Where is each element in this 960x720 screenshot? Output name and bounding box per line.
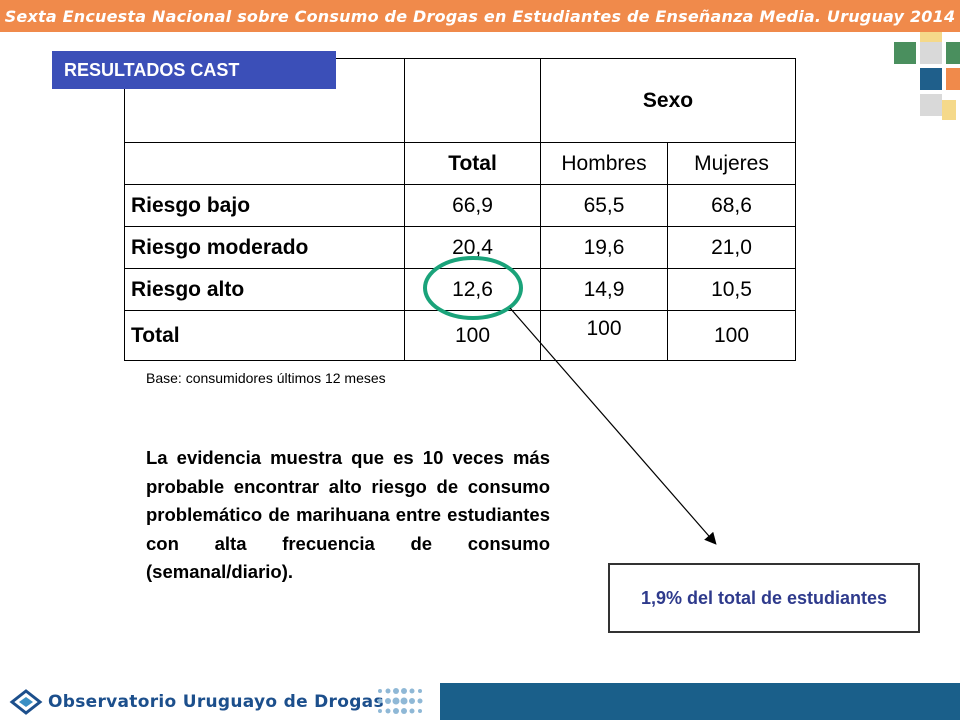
cell-total: 20,4 bbox=[404, 226, 541, 269]
cell-total-highlighted: 12,6 bbox=[404, 268, 541, 311]
top-banner: Sexta Encuesta Nacional sobre Consumo de… bbox=[0, 0, 960, 32]
table-header-row: Sexo bbox=[124, 58, 796, 143]
cell-total: 66,9 bbox=[404, 184, 541, 227]
callout-text: 1,9% del total de estudiantes bbox=[640, 588, 888, 608]
table-row: Riesgo alto 12,6 14,9 10,5 bbox=[124, 268, 796, 311]
cell-mujeres: 68,6 bbox=[667, 184, 796, 227]
table-column-row: Total Hombres Mujeres bbox=[124, 142, 796, 185]
column-header-mujeres: Mujeres bbox=[667, 142, 796, 185]
row-label: Riesgo bajo bbox=[124, 184, 405, 227]
footer-logo-area: Observatorio Uruguayo de Drogas bbox=[0, 683, 440, 720]
column-header-total: Total bbox=[404, 142, 541, 185]
cell-hombres: 14,9 bbox=[540, 268, 668, 311]
cell-mujeres: 100 bbox=[667, 310, 796, 361]
cell-hombres: 19,6 bbox=[540, 226, 668, 269]
callout-box: 1,9% del total de estudiantes bbox=[608, 563, 920, 633]
cell-total: 100 bbox=[404, 310, 541, 361]
banner-title: Sexta Encuesta Nacional sobre Consumo de… bbox=[4, 6, 956, 26]
empty-label-cell bbox=[124, 142, 405, 185]
section-badge-label: RESULTADOS CAST bbox=[64, 59, 240, 80]
cell-hombres: 65,5 bbox=[540, 184, 668, 227]
row-label: Riesgo alto bbox=[124, 268, 405, 311]
evidence-paragraph: La evidencia muestra que es 10 veces más… bbox=[146, 447, 550, 582]
empty-header-cell bbox=[404, 58, 541, 143]
footer-organization-name: Observatorio Uruguayo de Drogas bbox=[48, 691, 384, 712]
row-label: Riesgo moderado bbox=[124, 226, 405, 269]
dots-pattern-icon bbox=[377, 688, 423, 714]
table-row: Riesgo bajo 66,9 65,5 68,6 bbox=[124, 184, 796, 227]
cell-mujeres: 21,0 bbox=[667, 226, 796, 269]
section-badge: RESULTADOS CAST bbox=[52, 51, 336, 89]
row-label: Total bbox=[124, 310, 405, 361]
footer-bar: Observatorio Uruguayo de Drogas bbox=[0, 683, 960, 720]
observatorio-logo-icon bbox=[9, 689, 43, 715]
table-row-total: Total 100 100 100 bbox=[124, 310, 796, 361]
table-row: Riesgo moderado 20,4 19,6 21,0 bbox=[124, 226, 796, 269]
base-note: Base: consumidores últimos 12 meses bbox=[146, 370, 386, 386]
cell-hombres: 100 bbox=[540, 310, 668, 361]
results-table: Sexo Total Hombres Mujeres Riesgo bajo 6… bbox=[124, 58, 796, 361]
cell-mujeres: 10,5 bbox=[667, 268, 796, 311]
column-header-hombres: Hombres bbox=[540, 142, 668, 185]
group-header-sexo: Sexo bbox=[540, 58, 796, 143]
